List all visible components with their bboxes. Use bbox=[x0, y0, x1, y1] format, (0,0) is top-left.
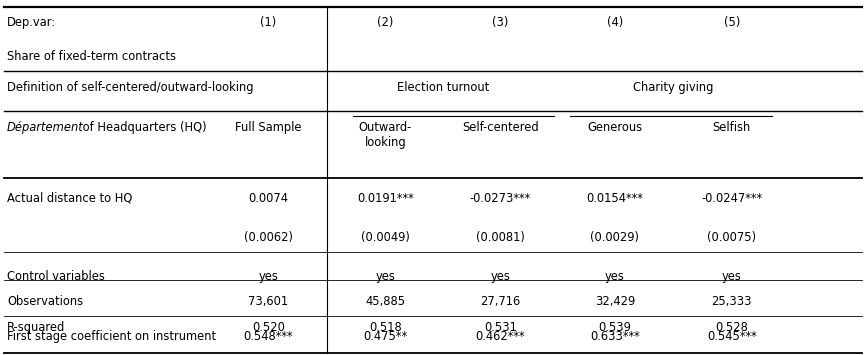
Text: 45,885: 45,885 bbox=[365, 295, 405, 308]
Text: 0.518: 0.518 bbox=[369, 321, 402, 334]
Text: (0.0062): (0.0062) bbox=[244, 231, 293, 244]
Text: yes: yes bbox=[722, 270, 741, 283]
Text: (3): (3) bbox=[493, 16, 508, 29]
Text: Full Sample: Full Sample bbox=[236, 121, 301, 135]
Text: Observations: Observations bbox=[7, 295, 83, 308]
Text: (5): (5) bbox=[724, 16, 740, 29]
Text: Control variables: Control variables bbox=[7, 270, 105, 283]
Text: 0.0074: 0.0074 bbox=[249, 192, 288, 205]
Text: 0.539: 0.539 bbox=[598, 321, 631, 334]
Text: 0.545***: 0.545*** bbox=[707, 330, 757, 343]
Text: (0.0049): (0.0049) bbox=[361, 231, 410, 244]
Text: Share of fixed-term contracts: Share of fixed-term contracts bbox=[7, 50, 176, 63]
Text: -0.0247***: -0.0247*** bbox=[701, 192, 762, 205]
Text: (1): (1) bbox=[261, 16, 276, 29]
Text: (0.0081): (0.0081) bbox=[476, 231, 525, 244]
Text: yes: yes bbox=[605, 270, 624, 283]
Text: Outward-
looking: Outward- looking bbox=[359, 121, 412, 149]
Text: 0.633***: 0.633*** bbox=[590, 330, 640, 343]
Text: 0.462***: 0.462*** bbox=[475, 330, 526, 343]
Text: Self-centered: Self-centered bbox=[462, 121, 539, 135]
Text: 0.0191***: 0.0191*** bbox=[357, 192, 414, 205]
Text: 25,333: 25,333 bbox=[712, 295, 752, 308]
Text: (4): (4) bbox=[607, 16, 623, 29]
Text: 0.475**: 0.475** bbox=[364, 330, 407, 343]
Text: 32,429: 32,429 bbox=[595, 295, 635, 308]
Text: 0.0154***: 0.0154*** bbox=[586, 192, 643, 205]
Text: (2): (2) bbox=[378, 16, 393, 29]
Text: 73,601: 73,601 bbox=[249, 295, 288, 308]
Text: Definition of self-centered/outward-looking: Definition of self-centered/outward-look… bbox=[7, 81, 254, 94]
Text: Charity giving: Charity giving bbox=[633, 81, 714, 94]
Text: (0.0029): (0.0029) bbox=[591, 231, 639, 244]
Text: yes: yes bbox=[491, 270, 510, 283]
Text: of Headquarters (HQ): of Headquarters (HQ) bbox=[79, 121, 206, 135]
Text: 0.531: 0.531 bbox=[484, 321, 517, 334]
Text: (0.0075): (0.0075) bbox=[708, 231, 756, 244]
Text: Département: Département bbox=[7, 121, 84, 135]
Text: Election turnout: Election turnout bbox=[397, 81, 489, 94]
Text: Dep.var:: Dep.var: bbox=[7, 16, 56, 29]
Text: 27,716: 27,716 bbox=[481, 295, 520, 308]
Text: Actual distance to HQ: Actual distance to HQ bbox=[7, 192, 132, 205]
Text: yes: yes bbox=[376, 270, 395, 283]
Text: -0.0273***: -0.0273*** bbox=[470, 192, 531, 205]
Text: Selfish: Selfish bbox=[713, 121, 751, 135]
Text: R-squared: R-squared bbox=[7, 321, 65, 334]
Text: First stage coefficient on instrument: First stage coefficient on instrument bbox=[7, 330, 216, 343]
Text: Generous: Generous bbox=[587, 121, 643, 135]
Text: 0.520: 0.520 bbox=[252, 321, 285, 334]
Text: yes: yes bbox=[259, 270, 278, 283]
Text: 0.528: 0.528 bbox=[715, 321, 748, 334]
Text: 0.548***: 0.548*** bbox=[243, 330, 294, 343]
